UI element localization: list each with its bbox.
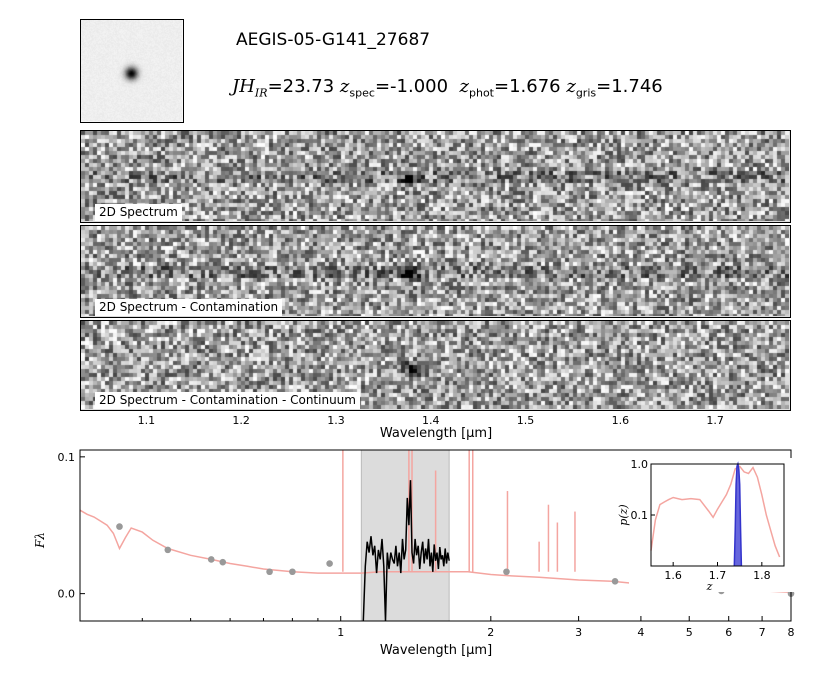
object-title: AEGIS-05-G141_27687	[236, 30, 431, 50]
x-tick-label: 1	[337, 626, 344, 639]
inset-x-tick-label: 1.7	[709, 569, 727, 582]
sed-xlabel: Wavelength [μm]	[379, 643, 493, 658]
photometry-point	[164, 546, 172, 554]
zgris-value: =1.746	[596, 76, 663, 97]
photometry-point	[116, 523, 123, 530]
inset-x-tick-label: 1.6	[664, 569, 682, 582]
inset-y-tick-label: 1.0	[631, 458, 649, 471]
spectrum-continuum-panel: 2D Spectrum - Contamination - Continuum	[80, 320, 791, 411]
photometry-point	[503, 568, 510, 576]
zphot-sub: phot	[468, 86, 494, 100]
y-tick-label: 0.0	[58, 588, 76, 601]
photometry-point	[219, 558, 227, 566]
zspec-label: z	[339, 76, 350, 97]
x-tick-label: 4	[637, 626, 644, 639]
sed-model-line	[79, 509, 792, 594]
panel-label: 2D Spectrum - Contamination	[95, 299, 283, 316]
galaxy-thumbnail	[80, 19, 184, 123]
inset-xlabel: z	[706, 580, 713, 593]
zspec-sub: spec	[349, 86, 375, 100]
inset-x-tick-label: 1.8	[753, 569, 771, 582]
zspec-value: =-1.000	[374, 76, 449, 97]
spectrum-2d-image	[81, 131, 789, 221]
panel-label: 2D Spectrum - Contamination - Continuum	[95, 392, 360, 409]
mag-label: JH	[232, 76, 255, 97]
spectrum-contam-panel: 2D Spectrum - Contamination	[80, 225, 791, 318]
spectrum-2d-tick-label: 1.7	[706, 414, 724, 427]
zgris-label: z	[566, 76, 576, 97]
mag-sub: IR	[254, 86, 268, 100]
photometry-point	[611, 578, 619, 585]
x-tick-label: 6	[725, 626, 732, 639]
spectrum-2d-tick-label: 1.3	[327, 414, 345, 427]
photometry-point	[326, 560, 333, 567]
zphot-value: =1.676	[493, 76, 561, 97]
spectrum-2d-xlabel: Wavelength [μm]	[379, 426, 493, 441]
spectrum-2d-tick-label: 1.5	[516, 414, 535, 427]
grism-spectrum-line	[362, 480, 450, 622]
thumbnail-image	[81, 20, 182, 121]
magnitude-redshift-line: JHIR=23.73 zspec=-1.000 zphot=1.676 zgri…	[232, 76, 663, 100]
x-tick-label: 5	[686, 626, 693, 639]
spectrum-2d-panel: 2D Spectrum	[80, 130, 791, 223]
photometry-point	[207, 556, 215, 563]
spectrum-2d-tick-label: 1.6	[611, 414, 630, 427]
spectrum-2d-tick-label: 1.4	[422, 414, 440, 427]
panel-label: 2D Spectrum	[95, 204, 182, 221]
x-tick-label: 7	[759, 626, 766, 639]
pz-photometric-line	[650, 465, 781, 558]
photometry-point	[289, 568, 296, 576]
spectrum-2d-tick-label: 1.2	[232, 414, 250, 427]
inset-background	[629, 458, 800, 592]
photometry-point	[266, 568, 273, 576]
x-tick-label: 2	[487, 626, 494, 639]
y-tick-label: 0.1	[58, 451, 76, 464]
zphot-label: z	[459, 76, 469, 97]
x-tick-label: 3	[575, 626, 582, 639]
mag-value: =23.73	[267, 76, 335, 97]
inset-ylabel: p(z)	[617, 504, 630, 525]
sed-ylabel: Fλ	[33, 532, 47, 549]
inset-y-tick-label: 0.1	[631, 509, 649, 522]
zgris-sub: gris	[575, 86, 597, 100]
x-tick-label: 8	[788, 626, 795, 639]
spectrum-2d-tick-label: 1.1	[137, 414, 156, 427]
